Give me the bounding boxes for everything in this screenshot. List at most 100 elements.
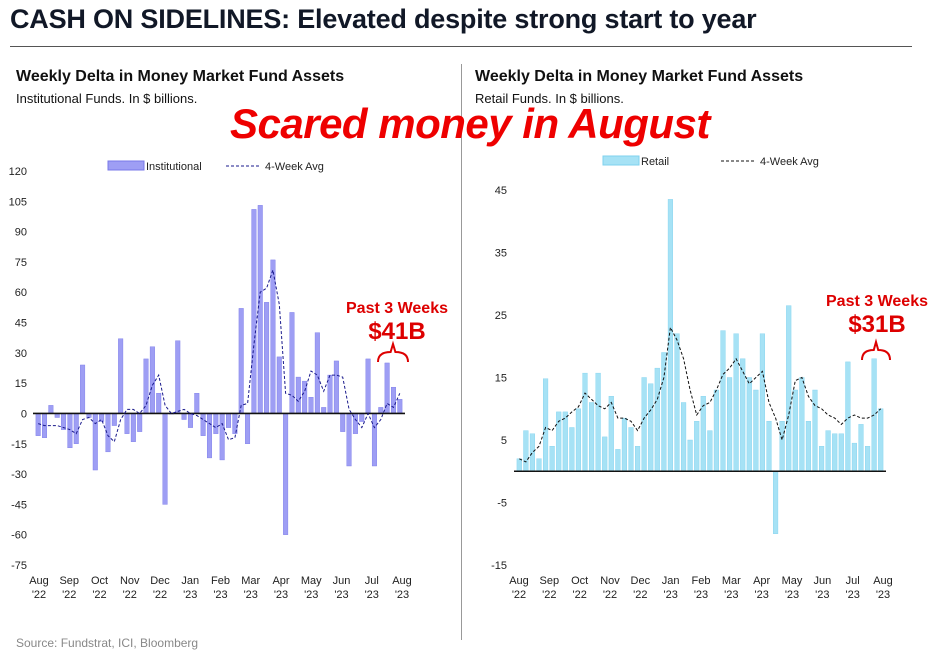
retail-bar	[819, 446, 825, 472]
retail-bar	[536, 458, 542, 472]
retail-xtick-month: Dec	[631, 575, 651, 587]
retail-xtick-year: '23	[876, 589, 890, 601]
headline-annotation: Scared money in August	[230, 100, 710, 147]
retail-legend-bar-label: Retail	[641, 156, 669, 168]
retail-bar	[648, 383, 654, 472]
institutional-xtick-year: '23	[334, 589, 348, 601]
institutional-chart: 120 105 90 75 60 45 30 15 0 -15 -30 -45 -60 -75 Instit…	[9, 160, 448, 601]
institutional-xtick-month: Aug	[392, 575, 412, 587]
retail-ytick-label: 15	[495, 373, 507, 385]
retail-bar	[641, 377, 647, 472]
retail-bar	[720, 330, 726, 472]
retail-bar	[746, 377, 752, 472]
retail-xtick-month: Sep	[540, 575, 560, 587]
institutional-xtick-month: Dec	[150, 575, 170, 587]
retail-legend-line-label: 4-Week Avg	[760, 156, 819, 168]
retail-xtick-month: May	[782, 575, 803, 587]
retail-bar	[582, 372, 588, 472]
retail-avg-line	[519, 325, 882, 463]
institutional-chart-subtitle: Institutional Funds. In $ billions.	[16, 91, 198, 106]
retail-bar	[687, 439, 693, 472]
retail-xtick-year: '22	[603, 589, 617, 601]
retail-bar	[838, 433, 844, 472]
retail-xtick-month: Oct	[571, 575, 588, 587]
retail-xtick-month: Feb	[692, 575, 711, 587]
institutional-ytick-label: -45	[11, 499, 27, 511]
retail-bar	[516, 458, 522, 472]
retail-chart: 45 35 25 15 5 -5 -15 Retail 4-Week Avg Aug '22 Sep '…	[491, 155, 928, 601]
retail-xtick-year: '23	[724, 589, 738, 601]
institutional-ytick-label: -15	[11, 439, 27, 451]
institutional-xtick-year: '22	[153, 589, 167, 601]
institutional-xtick-year: '23	[274, 589, 288, 601]
retail-ytick-label: 45	[495, 185, 507, 197]
retail-bar	[740, 358, 746, 472]
retail-xtick-year: '23	[845, 589, 859, 601]
retail-annotation-brace	[861, 338, 891, 361]
retail-xtick-year: '23	[754, 589, 768, 601]
institutional-xtick-year: '22	[32, 589, 46, 601]
panel-divider	[461, 64, 462, 640]
institutional-xtick-year: '22	[123, 589, 137, 601]
retail-xtick-year: '23	[694, 589, 708, 601]
retail-xtick-month: Aug	[509, 575, 529, 587]
retail-bar	[799, 377, 805, 472]
retail-bar	[759, 333, 765, 472]
retail-bar	[733, 333, 739, 472]
retail-xtick-month: Jul	[846, 575, 860, 587]
retail-xtick-year: '22	[633, 589, 647, 601]
retail-bar	[779, 421, 785, 472]
institutional-xtick-year: '22	[62, 589, 76, 601]
institutional-xtick-month: Jan	[181, 575, 199, 587]
institutional-xtick-year: '23	[365, 589, 379, 601]
retail-bar	[865, 446, 871, 472]
institutional-xtick-month: Sep	[59, 575, 79, 587]
retail-bar	[569, 427, 575, 472]
retail-bar	[766, 421, 772, 472]
retail-xtick-month: Jun	[813, 575, 831, 587]
retail-chart-title: Weekly Delta in Money Market Fund Assets	[475, 68, 804, 85]
retail-xtick-year: '23	[785, 589, 799, 601]
institutional-ytick-label: -75	[11, 560, 27, 572]
retail-bar	[674, 333, 680, 472]
institutional-legend-bar-label: Institutional	[146, 161, 202, 173]
institutional-xtick-year: '23	[213, 589, 227, 601]
institutional-xtick-year: '23	[304, 589, 318, 601]
retail-bar	[786, 305, 792, 472]
retail-bar	[654, 367, 660, 472]
institutional-xtick-month: Jun	[333, 575, 351, 587]
retail-bar	[621, 417, 627, 472]
retail-xtick-year: '23	[663, 589, 677, 601]
institutional-xtick-month: Nov	[120, 575, 140, 587]
retail-bar	[529, 433, 535, 472]
institutional-xtick-year: '23	[395, 589, 409, 601]
institutional-ytick-label: 60	[15, 287, 27, 299]
retail-bar	[727, 377, 733, 472]
retail-xtick-year: '23	[815, 589, 829, 601]
retail-bar	[832, 433, 838, 472]
institutional-annotation-label: Past 3 Weeks	[346, 300, 448, 317]
retail-xtick-month: Apr	[753, 575, 770, 587]
institutional-ytick-label: 45	[15, 318, 27, 330]
retail-ytick-label: -5	[497, 498, 507, 510]
retail-bar	[602, 436, 608, 472]
institutional-ytick-label: 105	[9, 196, 27, 208]
retail-bar	[628, 427, 634, 472]
retail-xtick-month: Nov	[600, 575, 620, 587]
retail-bar	[615, 449, 621, 472]
retail-ytick-label: 35	[495, 248, 507, 260]
retail-bar	[667, 199, 673, 472]
retail-xtick-year: '22	[572, 589, 586, 601]
retail-ytick-label: -15	[491, 560, 507, 572]
retail-bar	[562, 411, 568, 472]
source-note: Source: Fundstrat, ICI, Bloomberg	[16, 636, 199, 650]
retail-bar	[858, 424, 864, 472]
institutional-xtick-month: Aug	[29, 575, 49, 587]
retail-bar	[661, 352, 667, 472]
retail-bar	[595, 372, 601, 472]
retail-bar	[635, 446, 641, 472]
title-rule	[10, 46, 912, 47]
institutional-legend-bar-swatch	[107, 160, 145, 171]
retail-bar	[845, 361, 851, 472]
retail-bar	[773, 471, 779, 534]
